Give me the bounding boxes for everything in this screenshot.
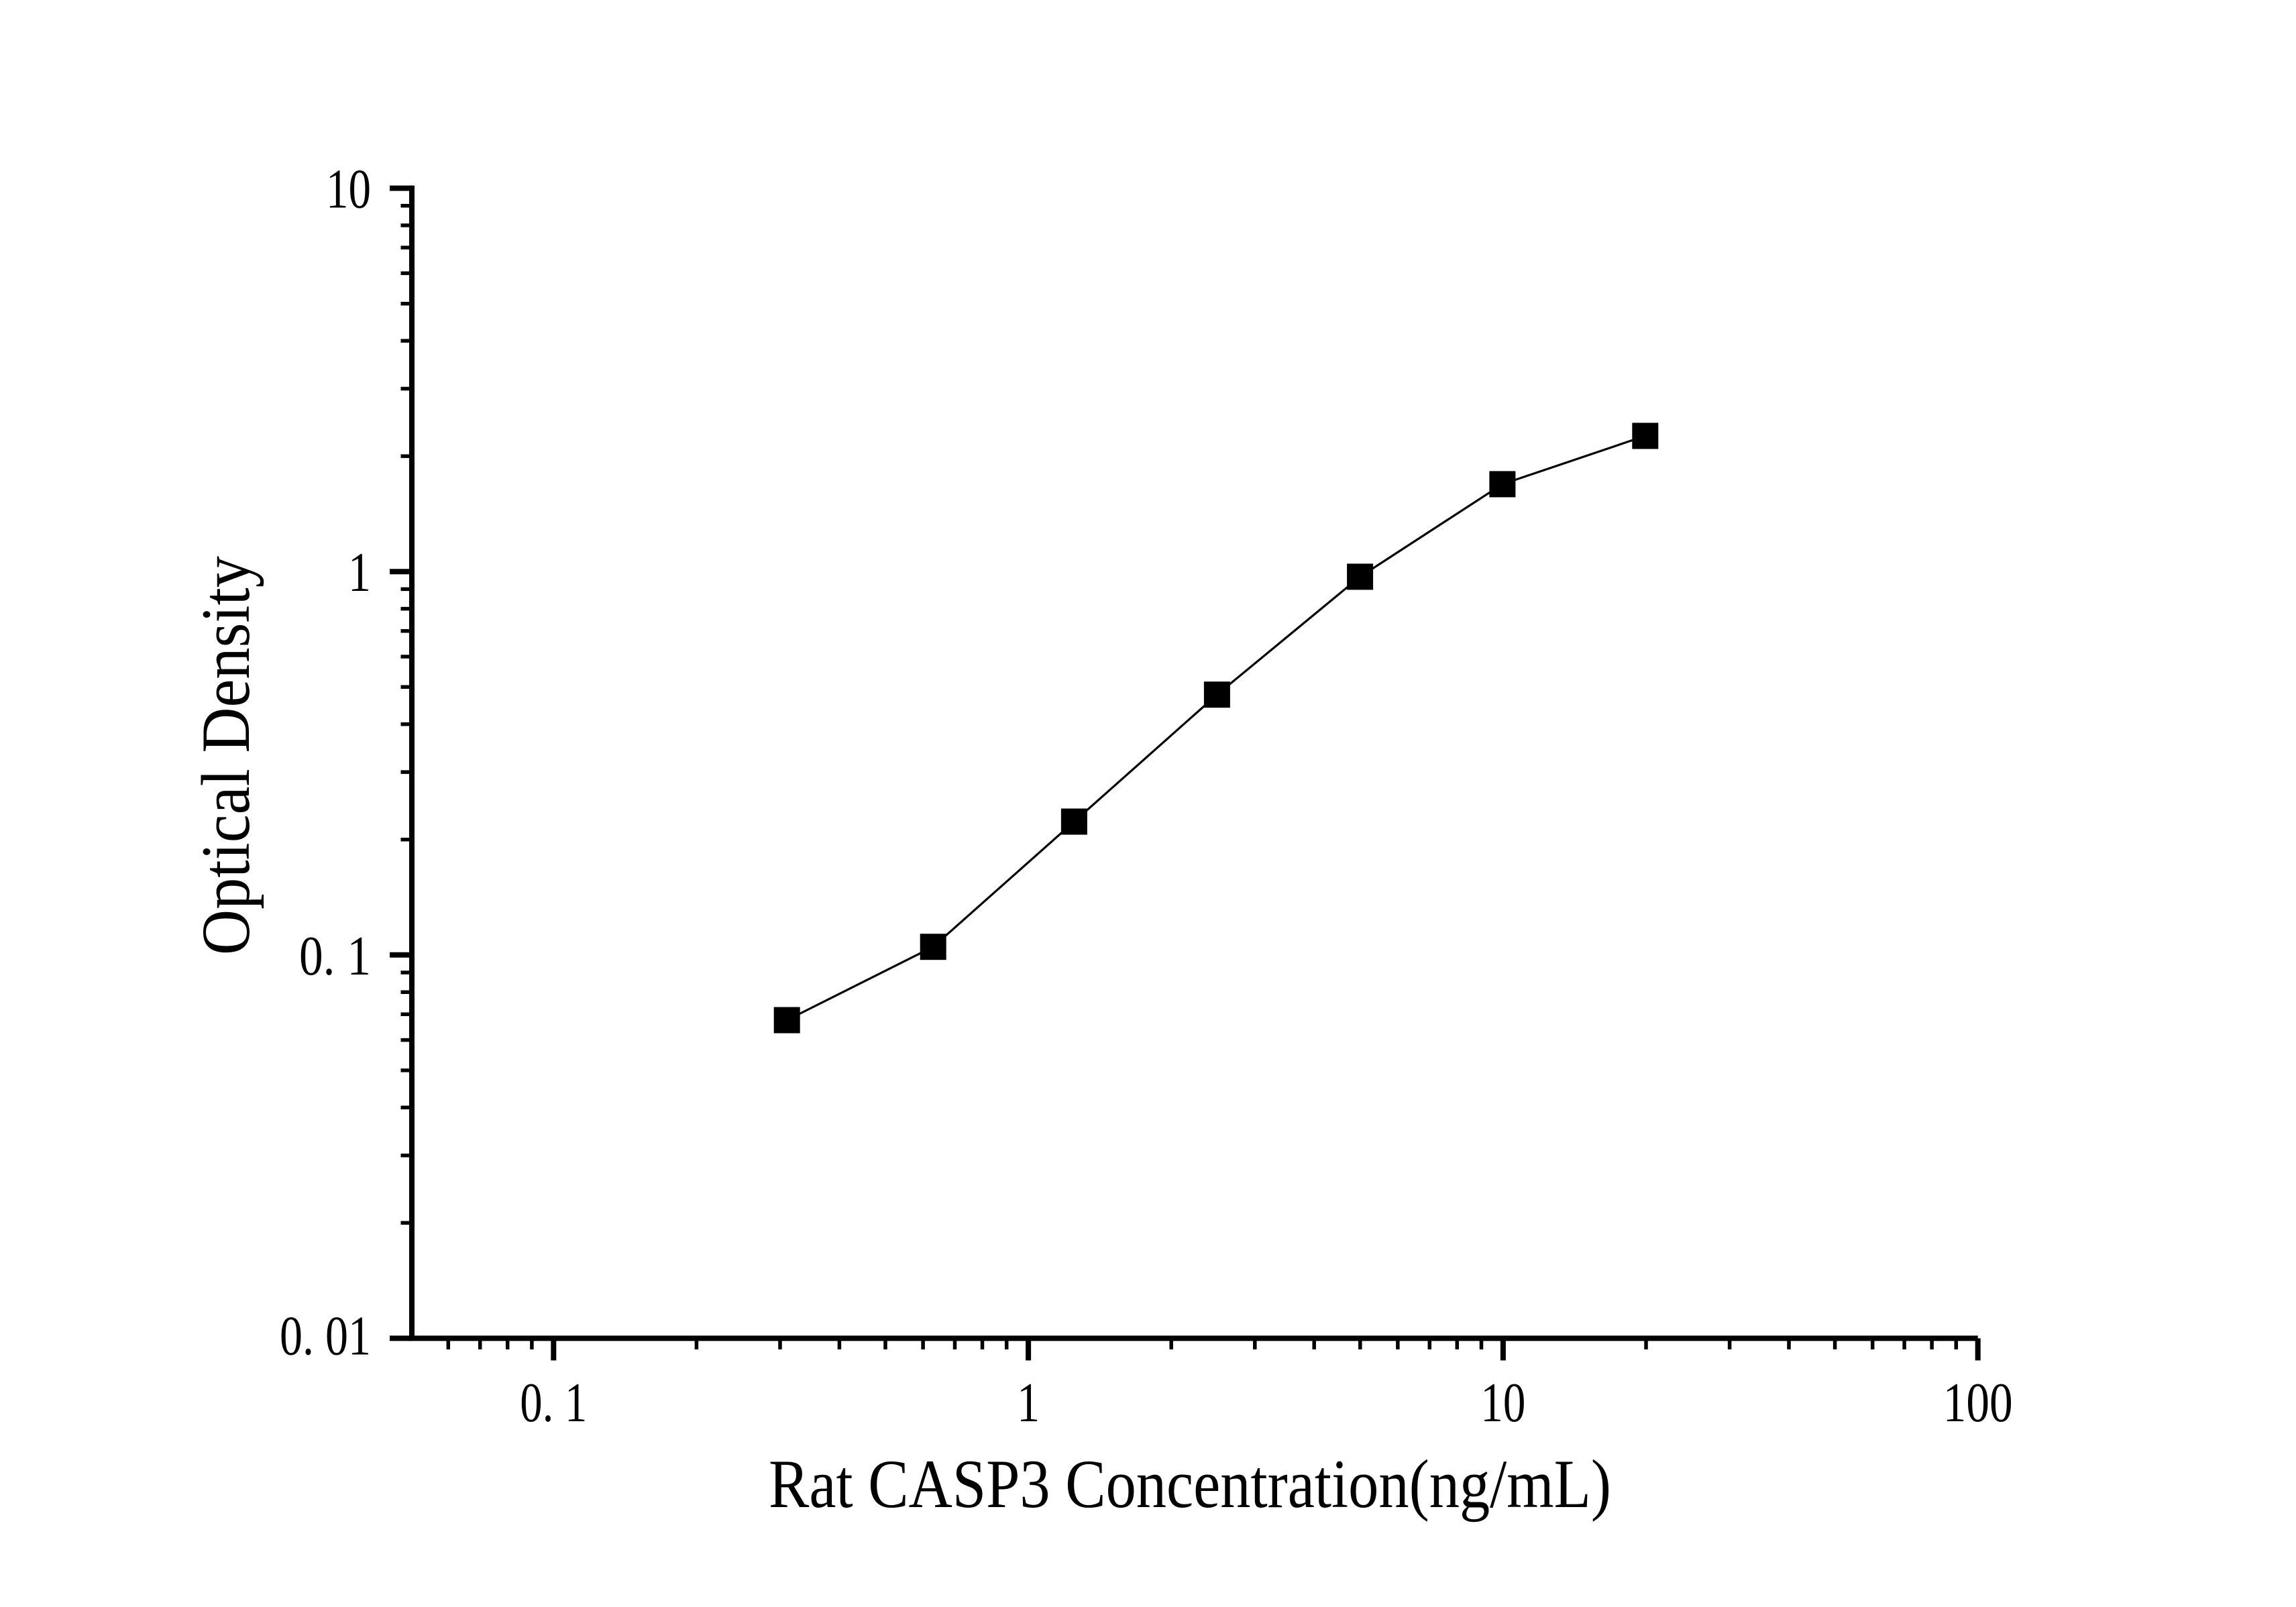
svg-text:1: 1 [1017,1372,1040,1434]
svg-text:10: 10 [326,158,371,221]
svg-text:Optical Density: Optical Density [188,556,264,955]
svg-text:100: 100 [1943,1372,2013,1434]
svg-text:1: 1 [348,541,371,604]
svg-text:Rat CASP3 Concentration(ng/mL): Rat CASP3 Concentration(ng/mL) [769,1446,1611,1522]
svg-text:10: 10 [1480,1372,1525,1434]
svg-text:0. 01: 0. 01 [280,1305,371,1367]
svg-text:0. 1: 0. 1 [299,925,371,987]
svg-text:0. 1: 0. 1 [520,1372,587,1434]
